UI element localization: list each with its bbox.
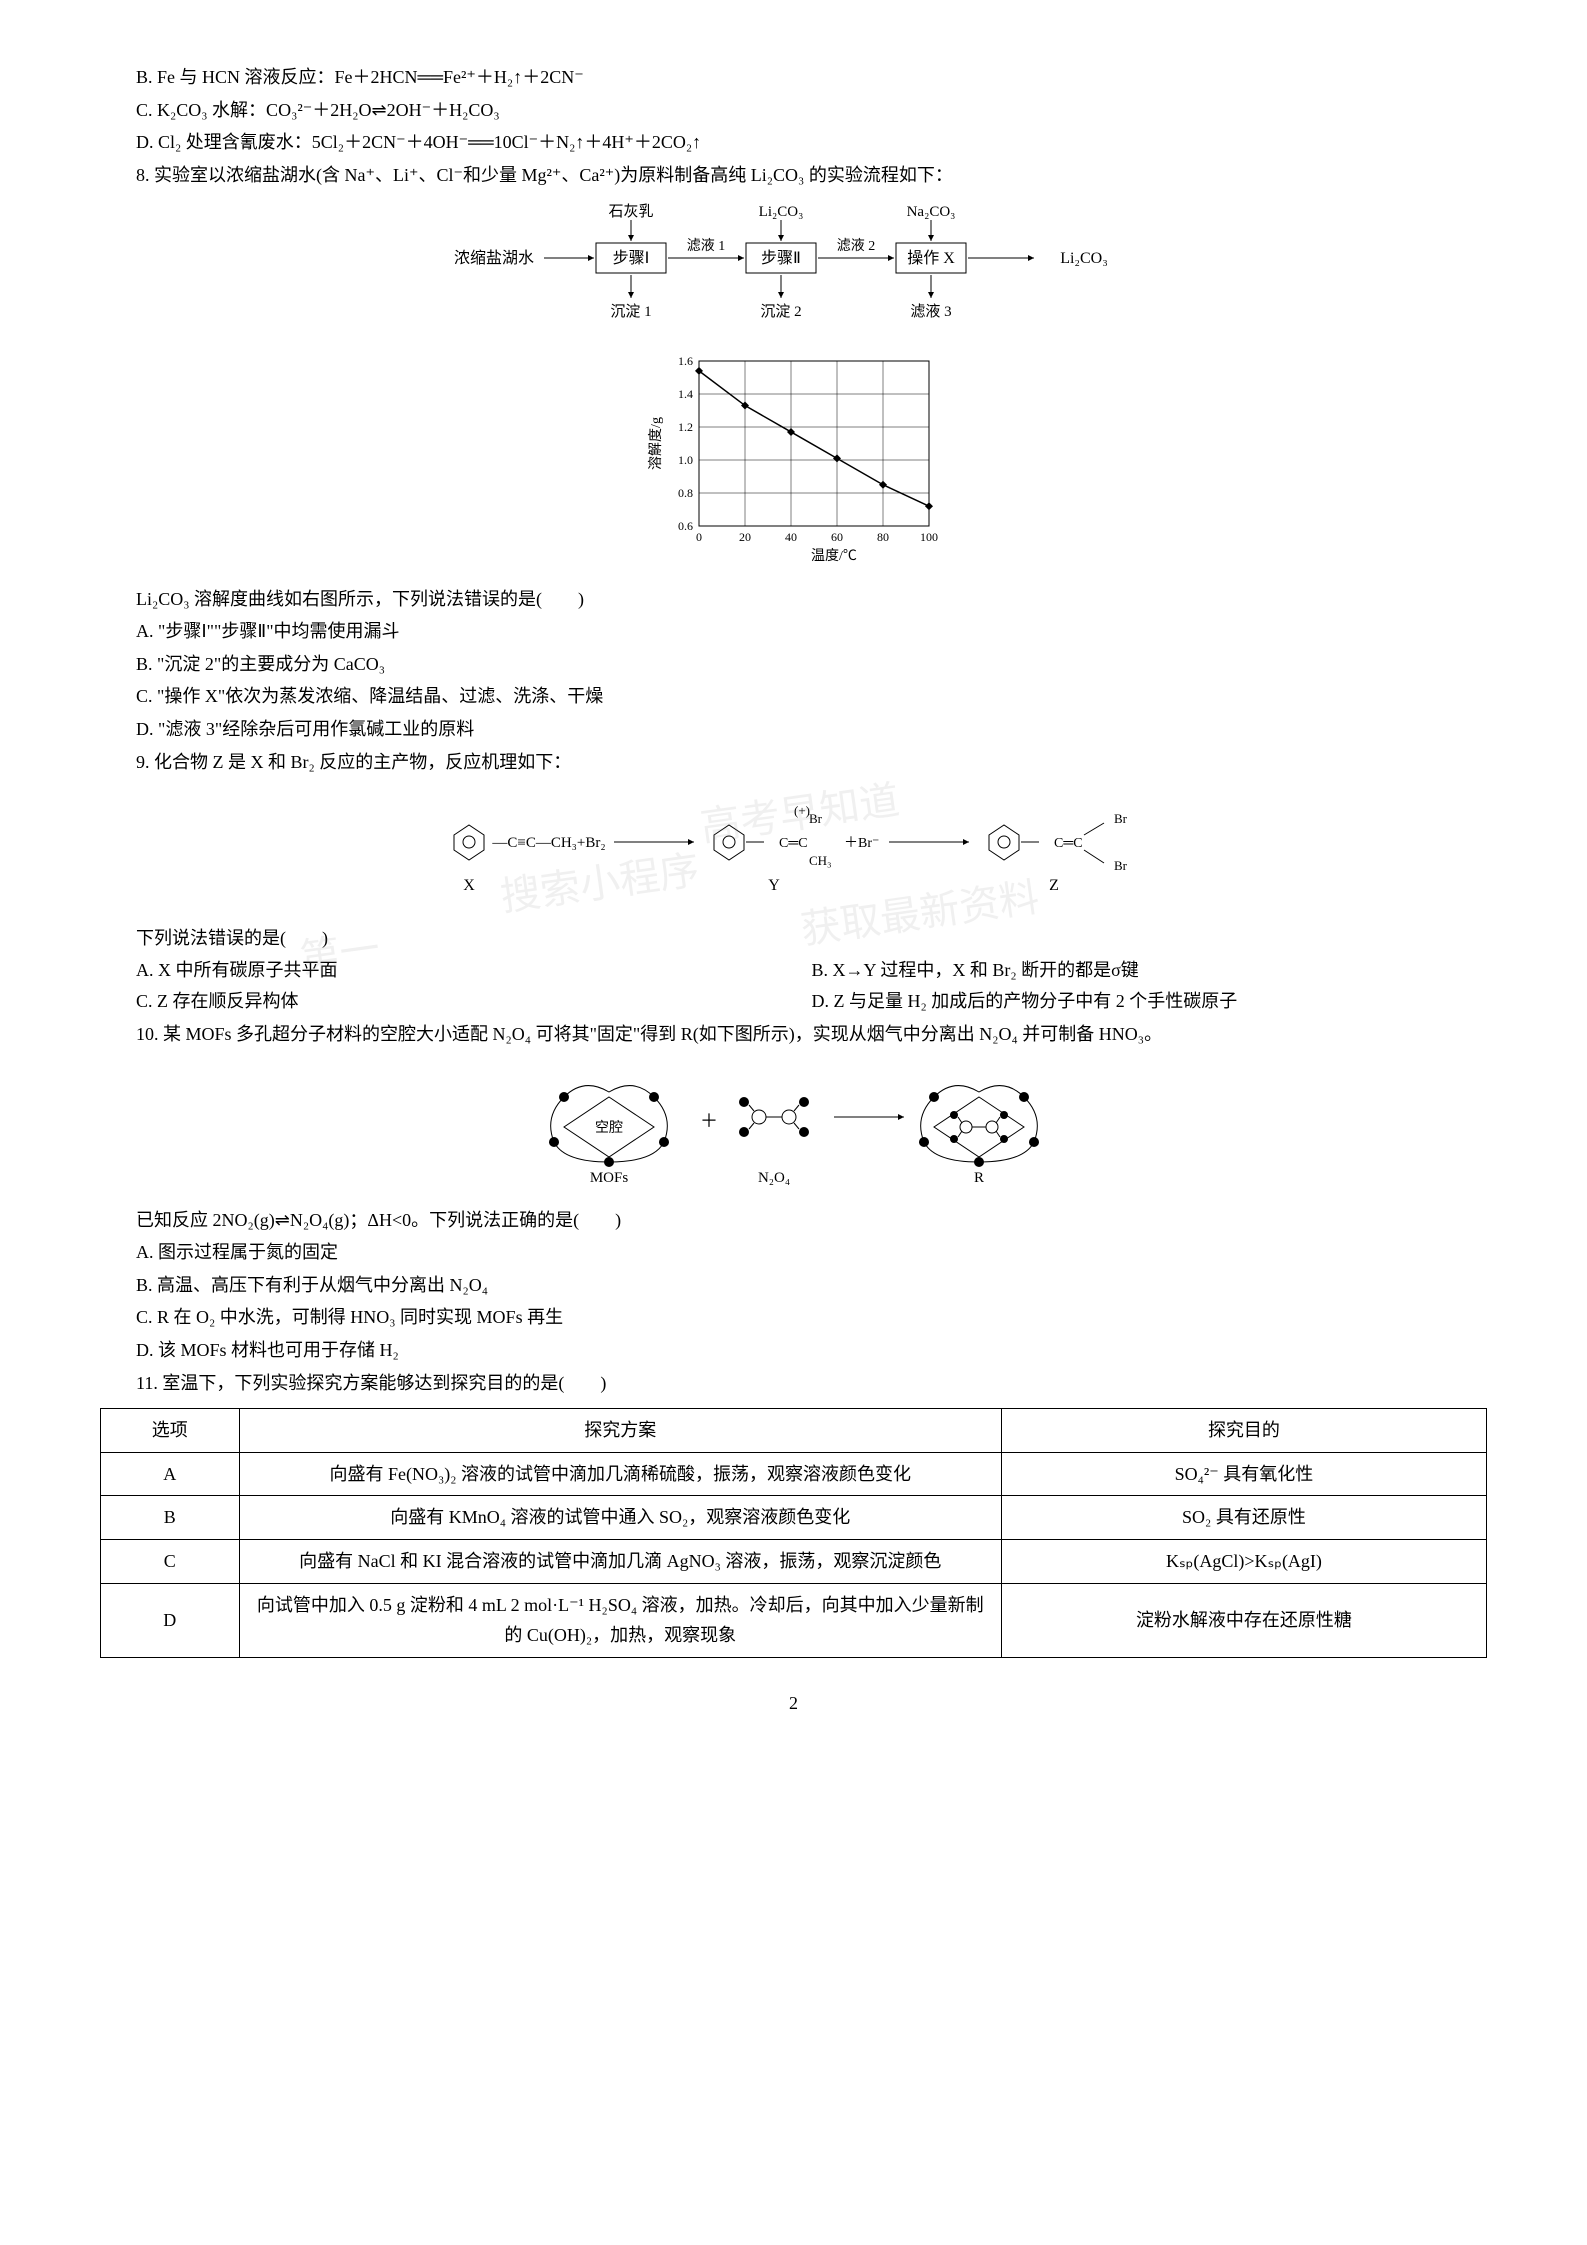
q8-flow-diagram: 浓缩盐湖水 步骤Ⅰ 石灰乳 沉淀 1 滤液 1 步骤Ⅱ Li₂CO₃ 沉淀 2 … [100,198,1487,338]
table-header: 探究目的 [1001,1409,1486,1453]
table-cell: A [101,1452,240,1496]
svg-text:0: 0 [696,530,702,544]
q8-a: A. "步骤Ⅰ""步骤Ⅱ"中均需使用漏斗 [100,616,1487,647]
svg-text:溶解度/g: 溶解度/g [648,417,664,470]
r-shape [919,1086,1039,1167]
q9-a: A. X 中所有碳原子共平面 [136,955,812,986]
mofs-label: MOFs [589,1170,628,1186]
q8-b: B. "沉淀 2"的主要成分为 CaCO₃ [100,649,1487,680]
q10-post: 已知反应 2NO₂(g)⇌N₂O₄(g)；ΔH<0。下列说法正确的是( ) [100,1205,1487,1236]
svg-text:60: 60 [831,530,843,544]
q9-d: D. Z 与足量 H₂ 加成后的产物分子中有 2 个手性碳原子 [812,986,1488,1017]
q9-b: B. X→Y 过程中，X 和 Br₂ 断开的都是σ键 [812,955,1488,986]
r-label: R [973,1170,983,1186]
flow-top1: 石灰乳 [608,203,653,220]
table-cell: 向盛有 Fe(NO₃)₂ 溶液的试管中滴加几滴稀硫酸，振荡，观察溶液颜色变化 [239,1452,1001,1496]
q10-a: A. 图示过程属于氮的固定 [100,1237,1487,1268]
svg-text:温度/℃: 温度/℃ [811,548,857,564]
page-number: 2 [100,1688,1487,1719]
n2o4-label: N₂O₄ [757,1170,789,1186]
table-cell: B [101,1496,240,1540]
q8-d: D. "滤液 3"经除杂后可用作氯碱工业的原料 [100,714,1487,745]
option-c: C. K₂CO₃ 水解：CO₃²⁻＋2H₂O⇌2OH⁻＋H₂CO₃ [100,95,1487,126]
q9-stem: 9. 化合物 Z 是 X 和 Br₂ 反应的主产物，反应机理如下： [100,747,1487,778]
flow-step3: 操作 X [907,249,955,267]
flow-bottom1: 沉淀 1 [610,303,651,320]
flow-bottom3: 滤液 3 [910,303,951,320]
table-row: C向盛有 NaCl 和 KI 混合溶液的试管中滴加几滴 AgNO₃ 溶液，振荡，… [101,1540,1487,1584]
svg-text:Br: Br [1114,811,1128,826]
flow-end: Li₂CO₃ [1060,250,1108,267]
svg-text:1.2: 1.2 [678,420,693,434]
q10-mofs-diagram: 空腔 MOFs ＋ N₂O₄ [100,1057,1487,1197]
svg-text:C═C: C═C [779,836,808,851]
cavity-label: 空腔 [595,1120,623,1136]
flow-step2: 步骤Ⅱ [761,249,801,267]
flow-mid2: 滤液 2 [836,238,875,254]
q8-c: C. "操作 X"依次为蒸发浓缩、降温结晶、过滤、洗涤、干燥 [100,681,1487,712]
svg-text:Br: Br [809,811,823,826]
table-cell: 向盛有 NaCl 和 KI 混合溶液的试管中滴加几滴 AgNO₃ 溶液，振荡，观… [239,1540,1001,1584]
q9-z-label: Z [1049,877,1059,894]
flow-top2: Li₂CO₃ [758,204,803,220]
svg-text:40: 40 [785,530,797,544]
svg-text:1.0: 1.0 [678,453,693,467]
table-header-row: 选项 探究方案 探究目的 [101,1409,1487,1453]
table-row: B向盛有 KMnO₄ 溶液的试管中通入 SO₂，观察溶液颜色变化SO₂ 具有还原… [101,1496,1487,1540]
table-row: D向试管中加入 0.5 g 淀粉和 4 mL 2 mol·L⁻¹ H₂SO₄ 溶… [101,1583,1487,1657]
q8-post: Li₂CO₃ 溶解度曲线如右图所示，下列说法错误的是( ) [100,584,1487,615]
flow-bottom2: 沉淀 2 [760,303,801,320]
svg-text:100: 100 [920,530,938,544]
table-header: 选项 [101,1409,240,1453]
svg-text:80: 80 [877,530,889,544]
svg-text:C═C: C═C [1054,836,1083,851]
n2o4-shape [739,1097,809,1137]
svg-text:0.8: 0.8 [678,486,693,500]
svg-text:＋: ＋ [700,1111,718,1131]
q10-c: C. R 在 O₂ 中水洗，可制得 HNO₃ 同时实现 MOFs 再生 [100,1302,1487,1333]
table-cell: C [101,1540,240,1584]
q9-y-label: Y [768,877,780,894]
q8-stem: 8. 实验室以浓缩盐湖水(含 Na⁺、Li⁺、Cl⁻和少量 Mg²⁺、Ca²⁺)… [100,160,1487,191]
svg-text:1.4: 1.4 [678,387,693,401]
q9-post: 下列说法错误的是( ) [100,923,1487,954]
svg-text:0.6: 0.6 [678,519,693,533]
option-d: D. Cl₂ 处理含氰废水：5Cl₂＋2CN⁻＋4OH⁻══10Cl⁻＋N₂↑＋… [100,127,1487,158]
flow-start: 浓缩盐湖水 [453,249,533,267]
q10-d: D. 该 MOFs 材料也可用于存储 H₂ [100,1335,1487,1366]
q9-x-label: X [463,877,475,894]
option-b: B. Fe 与 HCN 溶液反应：Fe＋2HCN══Fe²⁺＋H₂↑＋2CN⁻ [100,62,1487,93]
svg-text:—C≡C—CH₃+Br₂: —C≡C—CH₃+Br₂ [491,835,605,851]
table-row: A向盛有 Fe(NO₃)₂ 溶液的试管中滴加几滴稀硫酸，振荡，观察溶液颜色变化S… [101,1452,1487,1496]
q8-chart: 0 20 40 60 80 100 0.6 0.8 1.0 1.2 1.4 1.6 温度/℃ 溶解度/g [100,346,1487,576]
q10-b: B. 高温、高压下有利于从烟气中分离出 N₂O₄ [100,1270,1487,1301]
svg-text:CH₃: CH₃ [809,853,832,868]
table-cell: SO₄²⁻ 具有氧化性 [1001,1452,1486,1496]
flow-step1: 步骤Ⅰ [612,249,649,267]
q10-stem: 10. 某 MOFs 多孔超分子材料的空腔大小适配 N₂O₄ 可将其"固定"得到… [100,1019,1487,1050]
table-header: 探究方案 [239,1409,1001,1453]
table-cell: 向盛有 KMnO₄ 溶液的试管中通入 SO₂，观察溶液颜色变化 [239,1496,1001,1540]
svg-text:＋Br⁻: ＋Br⁻ [844,836,879,851]
q11-stem: 11. 室温下，下列实验探究方案能够达到探究目的的是( ) [100,1368,1487,1399]
svg-text:(+): (+) [794,803,810,818]
q9-mechanism-diagram: —C≡C—CH₃+Br₂ X C═C Br (+) CH₃ ＋Br⁻ Y C═C… [100,785,1487,915]
flow-mid1: 滤液 1 [686,238,725,254]
flow-top3: Na₂CO₃ [906,204,955,220]
table-cell: 淀粉水解液中存在还原性糖 [1001,1583,1486,1657]
table-cell: D [101,1583,240,1657]
svg-text:Br: Br [1114,858,1128,873]
q11-table: 选项 探究方案 探究目的 A向盛有 Fe(NO₃)₂ 溶液的试管中滴加几滴稀硫酸… [100,1408,1487,1658]
svg-text:1.6: 1.6 [678,354,693,368]
table-cell: Kₛₚ(AgCl)>Kₛₚ(AgI) [1001,1540,1486,1584]
table-cell: 向试管中加入 0.5 g 淀粉和 4 mL 2 mol·L⁻¹ H₂SO₄ 溶液… [239,1583,1001,1657]
table-cell: SO₂ 具有还原性 [1001,1496,1486,1540]
svg-text:20: 20 [739,530,751,544]
q9-c: C. Z 存在顺反异构体 [136,986,812,1017]
mofs-cavity-shape: 空腔 [549,1086,669,1167]
